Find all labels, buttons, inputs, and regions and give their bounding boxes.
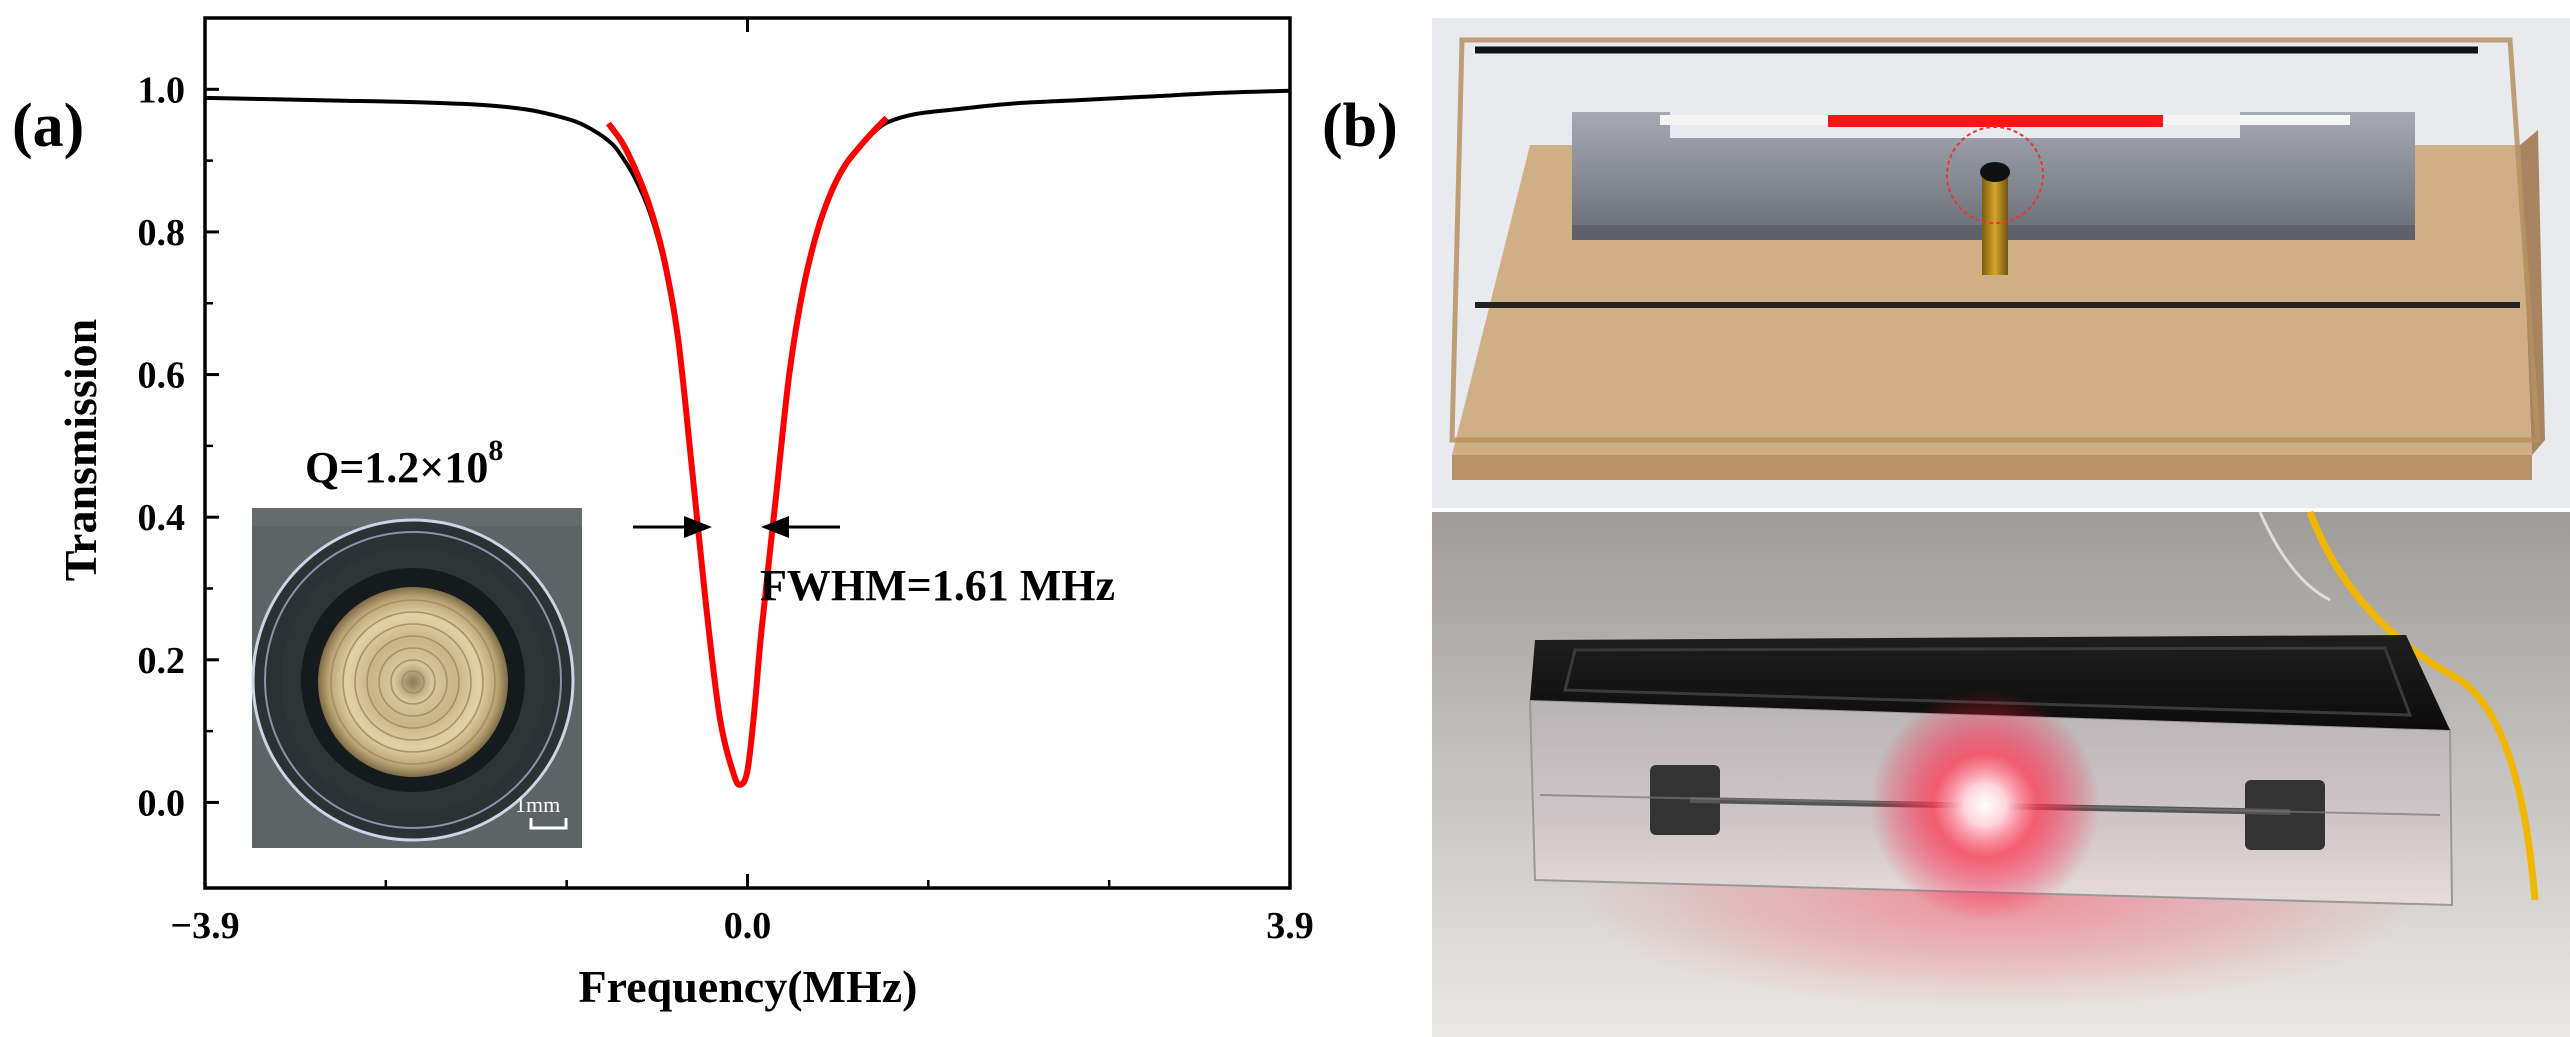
curves <box>204 88 1291 788</box>
device-photo <box>1432 510 2570 1037</box>
panel-label-b: (b) <box>1322 92 1398 160</box>
scale-bar-label: 1mm <box>515 792 560 817</box>
q-label: Q=1.2×108 <box>305 434 503 492</box>
y-tick-label: 1.0 <box>138 69 186 111</box>
glass-enclosure <box>1449 37 2541 443</box>
x-axis: −3.9 0.0 3.9 <box>170 18 1314 947</box>
y-axis-title: Transmission <box>55 319 106 581</box>
y-tick-label: 0.4 <box>138 497 186 539</box>
black-lid <box>1530 635 2450 730</box>
scale-bar <box>529 818 568 830</box>
fit-curve <box>605 115 889 788</box>
y-tick-label: 0.0 <box>138 782 186 824</box>
y-axis: 0.0 0.2 0.4 0.6 0.8 1.0 <box>138 69 219 824</box>
fwhm-arrows <box>633 516 840 538</box>
resonator-top <box>1980 162 2010 182</box>
y-tick-label: 0.2 <box>138 640 186 682</box>
yellow-fiber-cable <box>2306 510 2539 901</box>
q-label-text: Q=1.2×10 <box>305 443 488 492</box>
plot-area: −3.9 0.0 3.9 0.0 0.2 0.4 0.6 0.8 1.0 FWHM=1.61 … <box>55 16 1314 1012</box>
device-3d-render <box>1432 18 2570 508</box>
resonator-core <box>318 587 508 777</box>
fwhm-label: FWHM=1.61 MHz <box>760 561 1115 610</box>
right-fiber-clamp <box>2245 780 2325 850</box>
y-tick-label: 0.8 <box>138 212 186 254</box>
q-exponent: 8 <box>488 434 503 467</box>
x-axis-title: Frequency(MHz) <box>579 961 918 1012</box>
laser-glow <box>1870 690 2100 920</box>
panel-label-a: (a) <box>12 92 84 160</box>
left-fiber-clamp <box>1650 765 1720 835</box>
x-tick-label: 0.0 <box>724 905 772 947</box>
y-tick-label: 0.6 <box>138 355 186 397</box>
x-tick-label: −3.9 <box>170 905 239 947</box>
x-tick-label: 3.9 <box>1266 905 1314 947</box>
resonator-micrograph-inset: 1mm <box>251 508 582 848</box>
coupling-region-circle <box>1946 126 2044 224</box>
